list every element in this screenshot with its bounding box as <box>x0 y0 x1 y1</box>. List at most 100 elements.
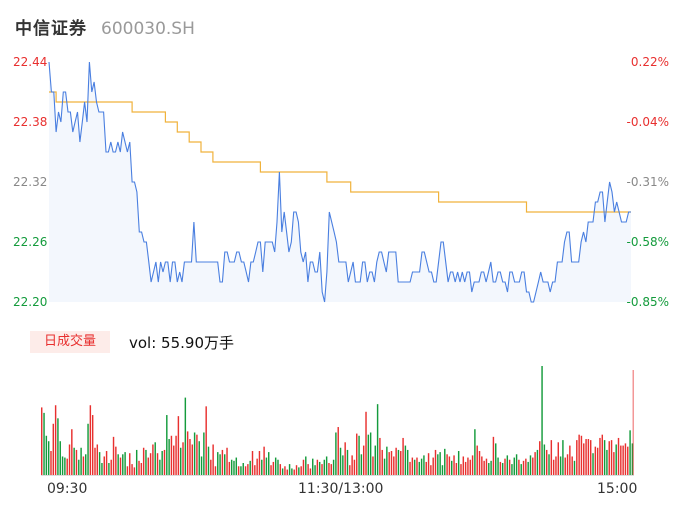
volume-bar <box>41 407 43 475</box>
volume-bar <box>256 458 258 475</box>
stock-name: 中信证券 <box>15 19 87 39</box>
volume-bar <box>448 456 451 475</box>
volume-bar <box>515 454 518 475</box>
volume-bar <box>286 469 288 475</box>
volume-bar <box>617 437 620 475</box>
volume-bar <box>485 458 488 475</box>
volume-bar <box>613 452 615 475</box>
volume-bar <box>50 451 52 475</box>
volume-bar <box>212 444 214 475</box>
volume-bar <box>444 448 446 475</box>
volume-bar <box>288 464 291 475</box>
volume-bar <box>432 457 434 475</box>
volume-bar <box>467 457 469 475</box>
volume-bar <box>576 440 578 475</box>
volume-bar <box>601 434 604 475</box>
volume-bar <box>166 415 168 475</box>
volume-bar <box>89 405 92 475</box>
volume-bar <box>451 460 453 475</box>
volume-bar <box>488 463 490 475</box>
volume-bar <box>129 453 131 475</box>
volume-bar <box>578 434 580 475</box>
volume-bar <box>455 463 458 475</box>
volume-bar <box>592 453 594 475</box>
volume-bar <box>71 429 73 475</box>
volume-bar <box>587 439 590 475</box>
volume-bar <box>175 435 177 475</box>
volume-bar <box>631 443 634 475</box>
volume-bar <box>59 441 61 475</box>
volume-bar <box>103 456 105 475</box>
volume-bar <box>295 465 298 475</box>
volume-bar <box>603 440 606 475</box>
volume-bar <box>367 434 370 475</box>
volume-bar <box>323 459 326 475</box>
volume-bar <box>325 456 328 475</box>
volume-bar <box>112 436 115 475</box>
volume-bar <box>441 465 444 475</box>
volume-bar <box>108 463 110 475</box>
volume-bar <box>57 418 59 475</box>
volume-bar <box>369 432 372 475</box>
volume-bar <box>499 461 502 475</box>
volume-bar <box>453 455 455 475</box>
volume-bar <box>356 433 358 475</box>
volume-bar <box>68 444 71 475</box>
volume-bar <box>145 449 147 475</box>
volume-bar <box>627 446 629 475</box>
y2-tick-3: -0.58% <box>626 235 669 249</box>
y-tick-4: 22.20 <box>13 295 48 309</box>
volume-bar <box>85 454 87 475</box>
volume-bar <box>307 464 309 475</box>
volume-bar <box>254 465 256 475</box>
volume-bar <box>43 412 45 475</box>
volume-bar <box>140 463 143 475</box>
volume-bar <box>462 456 465 475</box>
volume-bar <box>418 461 421 475</box>
y-tick-0: 22.44 <box>13 55 48 69</box>
volume-bar <box>446 454 448 475</box>
volume-bar <box>117 454 119 475</box>
volume-bar <box>242 463 244 475</box>
volume-bar <box>406 449 409 475</box>
volume-bar <box>557 442 559 475</box>
volume-bar <box>91 415 94 475</box>
chart-header: 中信证券 600030.SH <box>15 14 195 39</box>
volume-bar <box>321 464 323 475</box>
volume-bar <box>425 461 427 475</box>
volume-bar <box>293 469 295 475</box>
volume-bar <box>122 454 124 475</box>
volume-bar <box>101 463 103 475</box>
volume-bar <box>105 451 108 475</box>
volume-bar <box>439 452 441 475</box>
x-tick-midday: 11:30/13:00 <box>298 481 384 497</box>
volume-bar <box>61 456 64 475</box>
volume-bar <box>186 431 189 475</box>
volume-bar <box>376 404 379 475</box>
volume-bar <box>161 451 163 475</box>
volume-bar <box>124 452 126 475</box>
volume-bar <box>624 443 627 475</box>
volume-bar <box>550 440 553 475</box>
volume-bar <box>251 451 254 475</box>
volume-bar <box>138 460 140 475</box>
volume-bar <box>365 411 367 475</box>
volume-bar <box>545 449 548 475</box>
volume-bar <box>309 468 312 475</box>
volume-bar <box>434 449 437 475</box>
stock-code: 600030.SH <box>101 19 195 39</box>
volume-bar <box>594 446 597 475</box>
volume-bar <box>337 427 339 475</box>
volume-bar <box>268 452 270 475</box>
volume-bar <box>154 442 156 475</box>
volume-bar <box>372 456 374 475</box>
y2-tick-0: 0.22% <box>630 55 669 69</box>
volume-bar <box>228 461 231 475</box>
volume-bar <box>147 457 149 475</box>
volume-bar <box>562 440 564 475</box>
volume-bar <box>566 454 569 475</box>
volume-bar <box>156 453 159 475</box>
volume-bar <box>196 434 198 475</box>
volume-bar <box>525 458 527 475</box>
volume-bar <box>532 457 534 475</box>
